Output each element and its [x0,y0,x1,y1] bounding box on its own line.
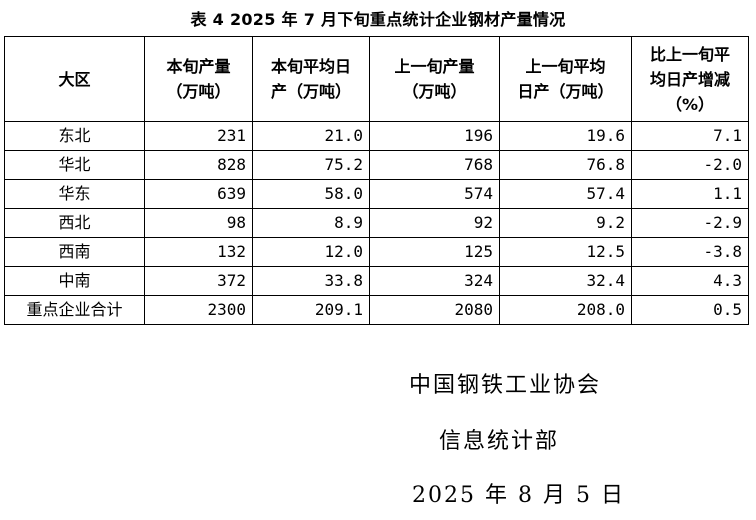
col-header-current-daily-avg: 本旬平均日 产（万吨） [252,36,370,122]
region-cell: 中南 [4,266,145,296]
steel-output-table: 大区 本旬产量 （万吨） 本旬平均日 产（万吨） 上一旬产量 （万吨） 上一旬平… [4,36,749,325]
table-row: 华东 639 58.0 574 57.4 1.1 [4,179,749,209]
previous-output-cell: 92 [369,208,500,238]
footer-department: 信息统计部 [439,429,560,454]
previous-daily-avg-cell: 57.4 [499,179,632,209]
current-output-cell: 132 [144,237,253,267]
previous-output-cell: 125 [369,237,500,267]
header-row: 大区 本旬产量 （万吨） 本旬平均日 产（万吨） 上一旬产量 （万吨） 上一旬平… [4,36,749,122]
current-daily-avg-cell: 209.1 [252,295,370,325]
header-line: （万吨） [402,82,467,101]
header-line: 本旬平均日 [270,57,351,76]
table-row: 东北 231 21.0 196 19.6 7.1 [4,121,749,151]
total-row: 重点企业合计 2300 209.1 2080 208.0 0.5 [4,295,749,325]
col-header-daily-avg-change: 比上一旬平 均日产增减 （%） [631,36,749,122]
table-row: 西南 132 12.0 125 12.5 -3.8 [4,237,749,267]
header-line: 比上一旬平 [649,44,730,64]
region-cell: 重点企业合计 [4,295,145,325]
previous-output-cell: 768 [369,150,500,180]
previous-daily-avg-cell: 19.6 [499,121,632,151]
header-line: 大区 [58,69,91,89]
current-daily-avg-cell: 33.8 [252,266,370,296]
header-line: 日产（万吨） [517,82,614,101]
current-daily-avg-cell: 21.0 [252,121,370,151]
region-cell: 华北 [4,150,145,180]
table-row: 西北 98 8.9 92 9.2 -2.9 [4,208,749,238]
col-header-previous-output: 上一旬产量 （万吨） [369,36,500,122]
region-cell: 西北 [4,208,145,238]
footer-date: 2025 年 8 月 5 日 [412,483,625,508]
current-daily-avg-cell: 75.2 [252,150,370,180]
region-cell: 东北 [4,121,145,151]
previous-daily-avg-cell: 208.0 [499,295,632,325]
current-output-cell: 639 [144,179,253,209]
table-title: 表 4 2025 年 7 月下旬重点统计企业钢材产量情况 [190,10,566,29]
change-cell: -2.0 [631,150,749,180]
change-cell: 0.5 [631,295,749,325]
change-cell: 4.3 [631,266,749,296]
previous-daily-avg-cell: 76.8 [499,150,632,180]
current-daily-avg-cell: 58.0 [252,179,370,209]
current-output-cell: 828 [144,150,253,180]
table-row: 中南 372 33.8 324 32.4 4.3 [4,266,749,296]
current-output-cell: 2300 [144,295,253,325]
col-header-region: 大区 [4,36,145,122]
current-output-cell: 372 [144,266,253,296]
col-header-previous-daily-avg: 上一旬平均 日产（万吨） [499,36,632,122]
change-cell: -3.8 [631,237,749,267]
header-line: 均日产增减 [649,69,730,89]
previous-output-cell: 196 [369,121,500,151]
region-cell: 华东 [4,179,145,209]
header-line: （万吨） [166,82,231,101]
header-line: 产（万吨） [270,82,351,101]
change-cell: 7.1 [631,121,749,151]
change-cell: -2.9 [631,208,749,238]
header-line: 上一旬产量 [394,57,475,76]
col-header-current-output: 本旬产量 （万吨） [144,36,253,122]
previous-daily-avg-cell: 32.4 [499,266,632,296]
footer-organization: 中国钢铁工业协会 [409,373,602,398]
previous-output-cell: 574 [369,179,500,209]
table-row: 华北 828 75.2 768 76.8 -2.0 [4,150,749,180]
current-daily-avg-cell: 8.9 [252,208,370,238]
current-output-cell: 98 [144,208,253,238]
previous-daily-avg-cell: 9.2 [499,208,632,238]
header-line: 上一旬平均 [525,57,606,76]
previous-output-cell: 324 [369,266,500,296]
current-output-cell: 231 [144,121,253,151]
header-line: （%） [665,94,715,114]
region-cell: 西南 [4,237,145,267]
current-daily-avg-cell: 12.0 [252,237,370,267]
previous-output-cell: 2080 [369,295,500,325]
header-line: 本旬产量 [166,57,231,76]
previous-daily-avg-cell: 12.5 [499,237,632,267]
change-cell: 1.1 [631,179,749,209]
